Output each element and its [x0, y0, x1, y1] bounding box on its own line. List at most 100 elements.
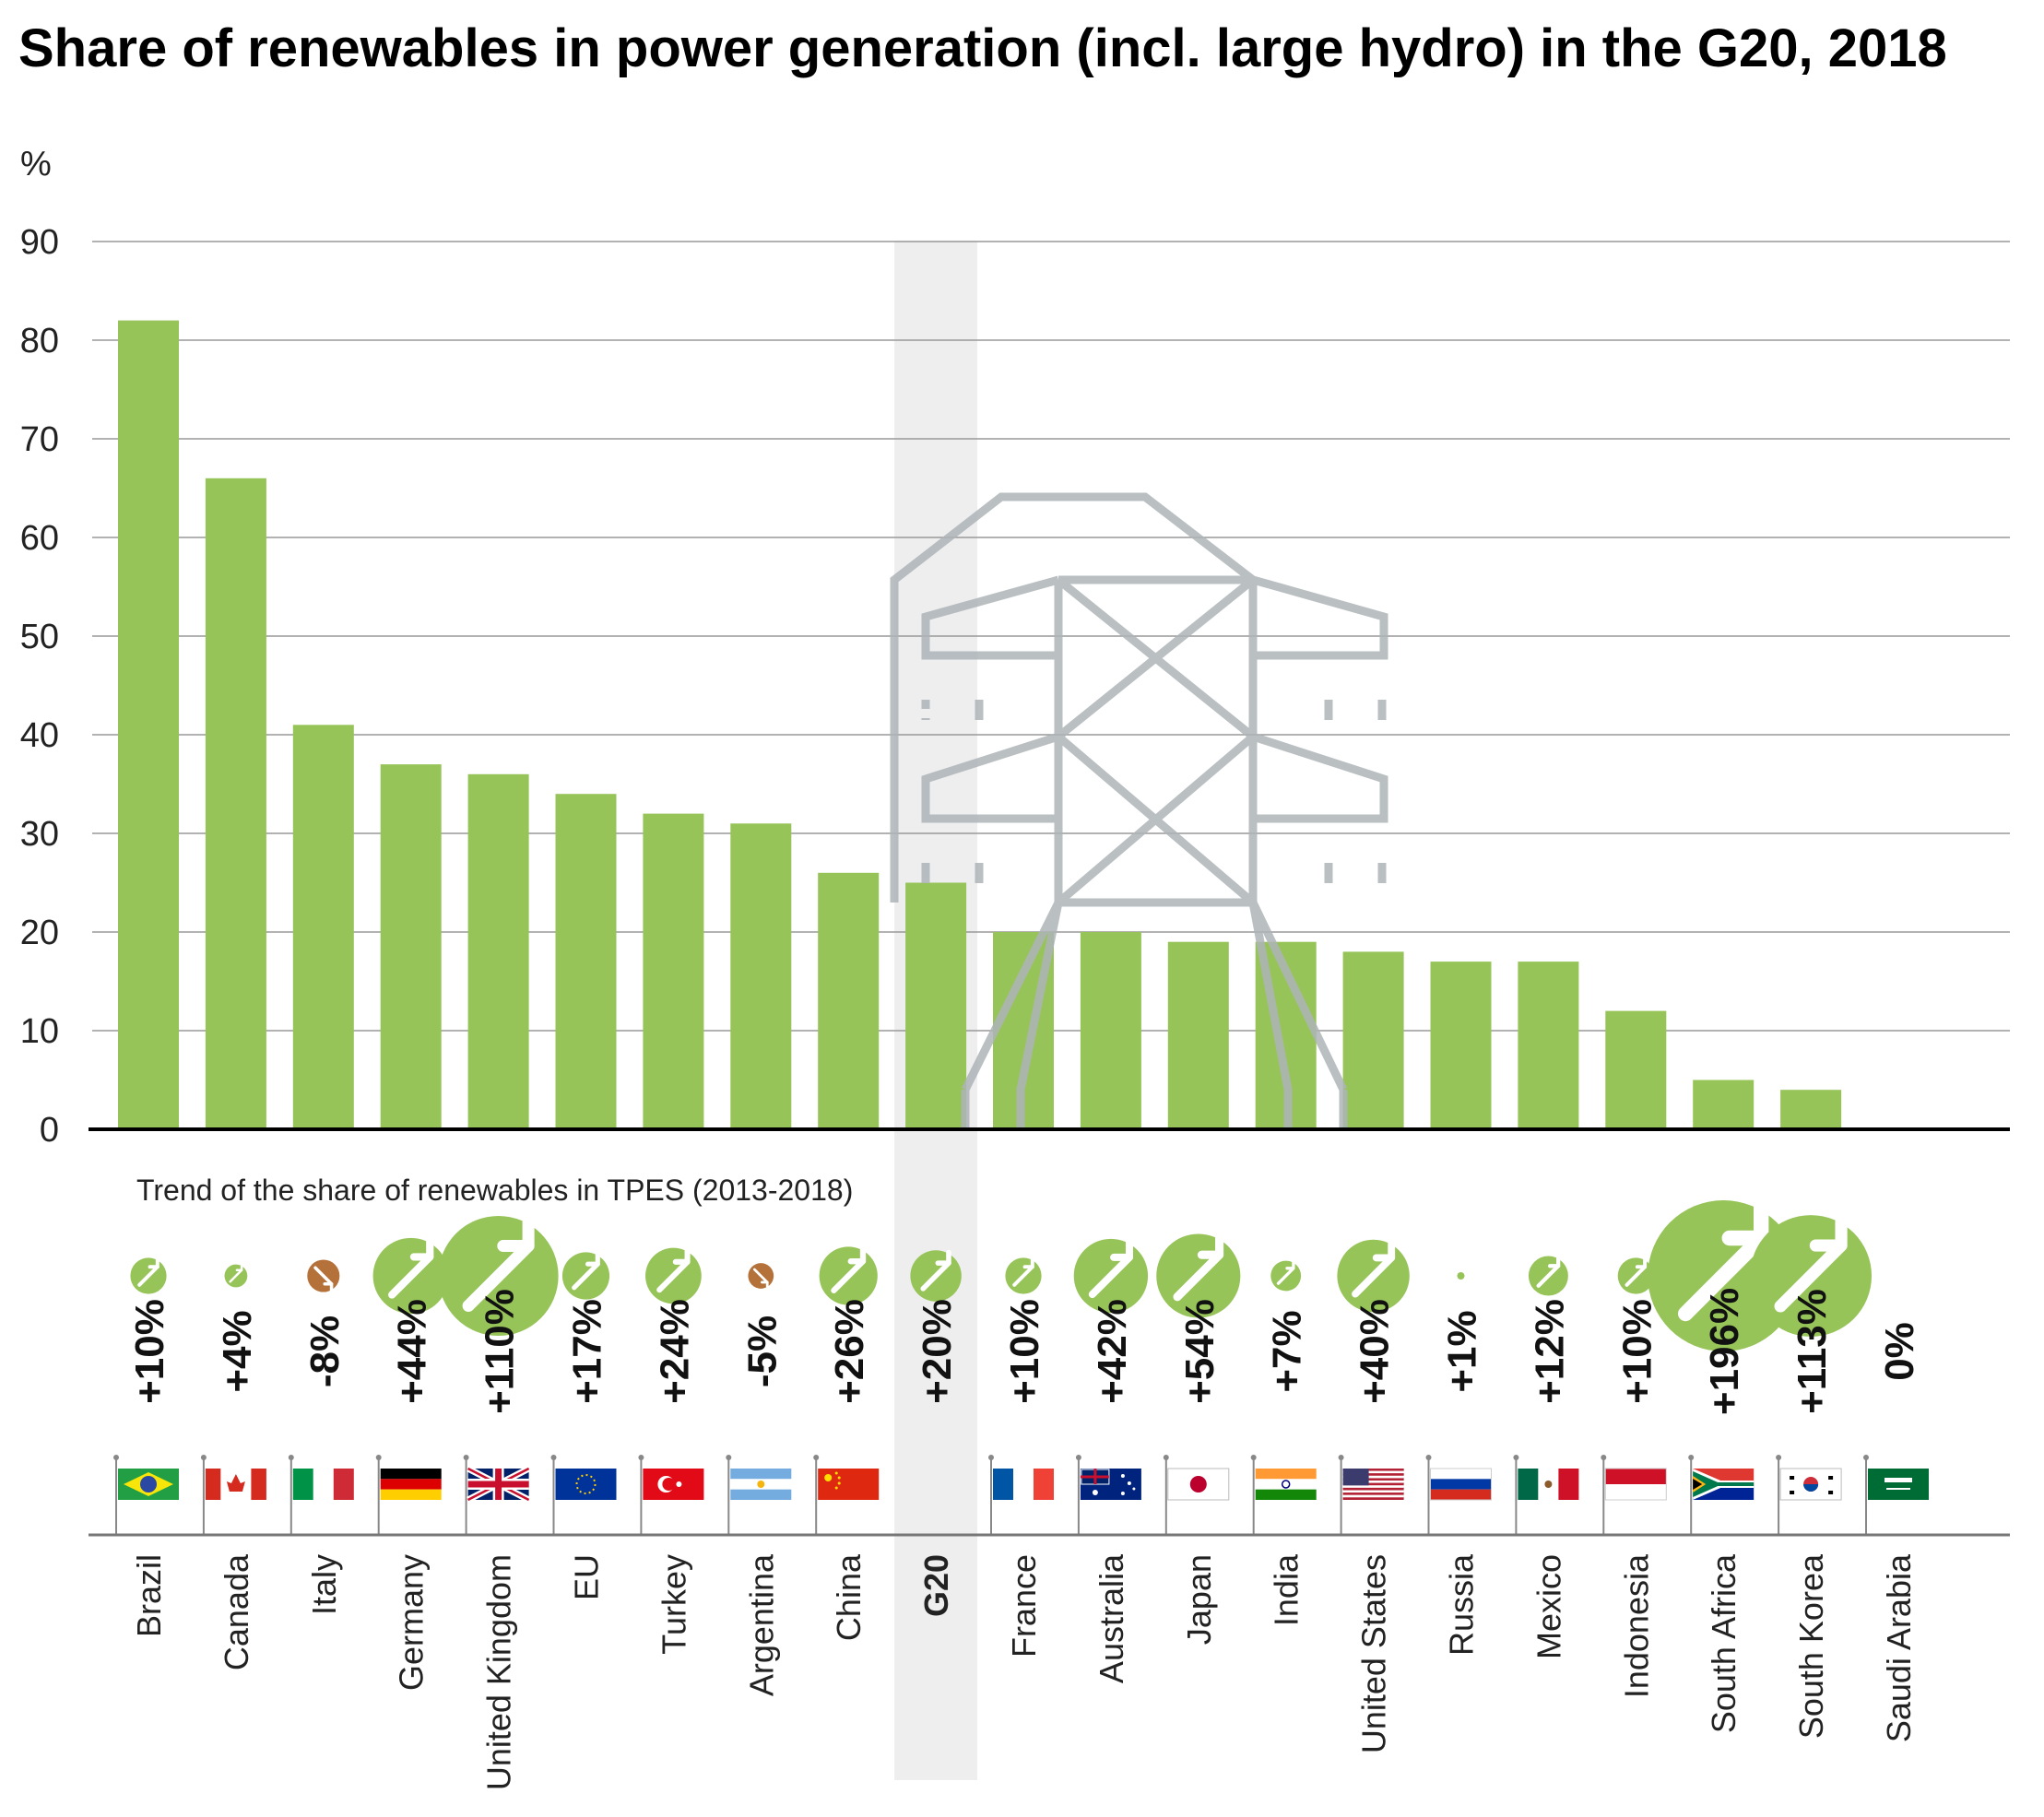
arrow-head	[672, 1247, 691, 1265]
flag-pole-top	[1513, 1455, 1519, 1460]
trend-label: +4%	[215, 1310, 260, 1392]
y-tick-label: 20	[20, 914, 59, 952]
china-flag	[813, 1455, 880, 1535]
y-tick-label: 30	[20, 815, 59, 854]
trend-label: +1%	[1440, 1310, 1485, 1392]
arrow-shaft	[1625, 1265, 1648, 1287]
trend-arrow-china	[819, 1245, 878, 1305]
y-axis-label: %	[20, 145, 52, 183]
trend-label: -8%	[302, 1316, 348, 1387]
category-label: India	[1268, 1553, 1306, 1626]
trend-label: +10%	[1614, 1299, 1660, 1404]
trend-label: +24%	[652, 1299, 697, 1404]
arrow-shaft	[1088, 1253, 1134, 1299]
bar-argentina	[730, 823, 792, 1129]
bar-united-kingdom	[467, 773, 529, 1129]
arrow-head	[761, 1280, 769, 1290]
trend-arrow-g20	[910, 1249, 962, 1302]
trend-label: +26%	[827, 1299, 872, 1404]
category-label: Brazil	[130, 1554, 168, 1637]
trend-arrow-canada	[224, 1264, 248, 1288]
arrow-head	[235, 1264, 243, 1272]
trend-label: +44%	[390, 1299, 435, 1404]
y-tick-label: 0	[40, 1111, 59, 1150]
y-axis-ticks: 0 10 20 30 40 50 60 70 80 90	[20, 223, 59, 1150]
flag-pole-top	[726, 1455, 732, 1460]
trend-label: +110%	[478, 1289, 523, 1414]
trend-label: +20%	[915, 1299, 960, 1404]
category-label: Germany	[393, 1554, 431, 1691]
flag-pole-top	[1425, 1455, 1432, 1460]
arrow-head	[497, 1214, 535, 1252]
arrow-shaft	[313, 1266, 334, 1286]
arrow-shaft	[1173, 1250, 1224, 1302]
arrow-shaft	[1352, 1254, 1396, 1298]
russia-flag	[1425, 1455, 1492, 1535]
arrow-head	[1547, 1256, 1561, 1268]
trend-label: +17%	[565, 1299, 610, 1404]
arrow-head	[1372, 1239, 1396, 1262]
y-tick-label: 80	[20, 322, 59, 360]
trend-arrow-united-states	[1337, 1239, 1410, 1313]
trend-arrow-mexico	[1528, 1256, 1568, 1296]
chart-title: Share of renewables in power generation …	[18, 18, 1947, 78]
category-label: South Africa	[1705, 1553, 1743, 1733]
category-label: South Korea	[1792, 1553, 1830, 1739]
category-label: Russia	[1443, 1553, 1481, 1656]
trend-label: 0%	[1877, 1322, 1922, 1381]
trend-arrow-italy	[307, 1259, 340, 1292]
bars	[118, 320, 1842, 1130]
trend-arrow-south-korea	[1750, 1213, 1873, 1337]
usa-flag	[1338, 1455, 1404, 1535]
bar-g20	[905, 882, 967, 1129]
trend-arrow-france	[1005, 1257, 1042, 1294]
saudi-arabia-flag	[1863, 1455, 1929, 1535]
category-label: Saudi Arabia	[1880, 1553, 1918, 1742]
flag-pole-top	[288, 1455, 294, 1460]
arrow-bubble	[1457, 1272, 1465, 1280]
arrow-head	[935, 1249, 951, 1266]
category-label: Argentina	[742, 1553, 780, 1696]
trend-arrow-japan	[1156, 1233, 1241, 1318]
trend-label: +54%	[1177, 1299, 1223, 1404]
bar-canada	[205, 478, 266, 1129]
trend-arrow-russia	[1457, 1272, 1465, 1280]
south-korea-flag	[1776, 1455, 1842, 1535]
south-africa-flag	[1688, 1455, 1755, 1535]
category-label: China	[830, 1553, 868, 1641]
category-label: G20	[917, 1554, 955, 1617]
india-flag	[1250, 1455, 1317, 1535]
y-tick-label: 50	[20, 618, 59, 656]
flag-pole-top	[463, 1455, 469, 1460]
arrow-shaft	[1677, 1230, 1769, 1322]
bar-south-korea	[1780, 1090, 1842, 1129]
arrow-head	[1809, 1213, 1848, 1252]
germany-flag	[375, 1455, 442, 1535]
trend-arrow-eu	[561, 1251, 610, 1300]
category-label: Indonesia	[1617, 1553, 1655, 1698]
turkey-flag	[638, 1455, 704, 1535]
flag-pole-top	[1863, 1455, 1869, 1460]
bar-china	[818, 872, 880, 1129]
indonesia-flag	[1601, 1455, 1667, 1535]
category-label: United States	[1355, 1554, 1393, 1753]
arrow-shaft	[920, 1260, 951, 1292]
flag-pole-top	[375, 1455, 382, 1460]
bar-germany	[380, 764, 442, 1129]
arrow-shaft	[1276, 1267, 1295, 1285]
flag-pole-top	[1338, 1455, 1344, 1460]
italy-flag	[288, 1455, 354, 1535]
bar-turkey	[643, 813, 704, 1129]
arrow-shaft	[831, 1258, 867, 1293]
arrow-shaft	[1774, 1239, 1848, 1313]
flag-pole-top	[200, 1455, 207, 1460]
trend-title: Trend of the share of renewables in TPES…	[136, 1174, 853, 1207]
trend-arrow-united-kingdom	[438, 1214, 559, 1337]
category-label: Canada	[218, 1553, 255, 1670]
bar-russia	[1430, 962, 1492, 1129]
y-tick-label: 70	[20, 420, 59, 459]
arrow-head	[1285, 1260, 1295, 1270]
arrow-head	[1110, 1238, 1134, 1261]
category-label: Australia	[1093, 1553, 1130, 1683]
